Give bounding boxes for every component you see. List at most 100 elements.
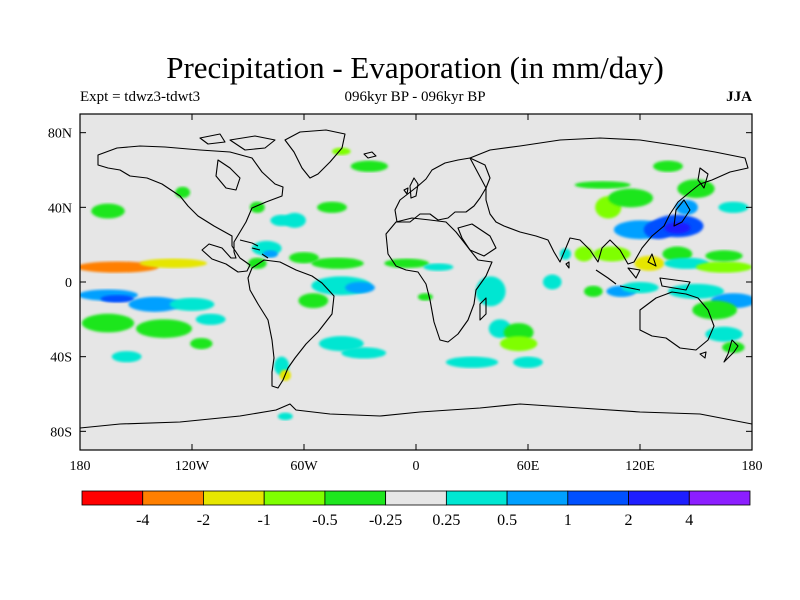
figure-title: Precipitation - Evaporation (in mm/day) — [166, 50, 664, 85]
anomaly-patch — [139, 258, 207, 269]
coastline-caribbean — [239, 239, 269, 259]
lat-tick-label: 40S — [50, 351, 72, 366]
anomaly-patch — [190, 338, 213, 350]
anomaly-patch — [248, 257, 267, 269]
lon-tick-label: 60E — [517, 459, 540, 474]
anomaly-patch — [169, 297, 215, 311]
coastline-indonesia — [595, 253, 691, 291]
lon-tick-label: 180 — [70, 459, 91, 474]
coastline-africa — [385, 217, 493, 343]
colorbar-swatch — [506, 490, 569, 506]
anomaly-patch — [593, 246, 631, 262]
anomaly-patch — [445, 356, 499, 368]
anomaly-patch — [80, 261, 159, 273]
colorbar-label: 4 — [685, 512, 693, 529]
anomaly-patch — [384, 258, 430, 269]
anomaly-patch — [621, 282, 659, 294]
anomaly-patch — [317, 201, 347, 213]
coastline-arabia — [457, 223, 497, 257]
colorbar-swatch — [203, 490, 265, 506]
coastline-kamchatka — [697, 167, 709, 189]
lon-tick-label: 0 — [413, 459, 420, 474]
lon-axis: 180 120W 60W 0 60E 120E 180 — [70, 114, 763, 474]
lat-tick-label: 80S — [50, 425, 72, 440]
colorbar-label: -0.5 — [312, 512, 337, 529]
colorbar-label: 0.25 — [432, 512, 460, 529]
colorbar-swatch — [324, 490, 387, 506]
colorbar-swatch — [81, 490, 144, 506]
colorbar-label: -4 — [136, 512, 149, 529]
anomaly-field — [80, 147, 752, 421]
anomaly-patch — [298, 293, 329, 309]
anomaly-patch — [584, 285, 603, 297]
anomaly-patch — [100, 295, 135, 303]
anomaly-patch — [664, 222, 691, 234]
anomaly-patch — [332, 147, 351, 156]
coastline-north-america — [97, 145, 284, 273]
colorbar-swatch — [142, 490, 204, 506]
colorbar: -4 -2 -1 -0.5 -0.25 0.25 0.5 1 2 4 — [81, 490, 751, 529]
colorbar-label: 1 — [564, 512, 572, 529]
season-label: JJA — [726, 89, 752, 105]
anomaly-patch — [350, 160, 389, 172]
coastline-south-america — [247, 259, 335, 389]
anomaly-patch — [722, 341, 745, 353]
anomaly-patch — [111, 351, 142, 363]
colorbar-swatch — [445, 490, 508, 506]
coastline-sri-lanka — [565, 261, 570, 269]
anomaly-patch — [574, 181, 631, 189]
colorbar-swatch — [628, 490, 690, 506]
anomaly-patch — [195, 313, 226, 325]
lon-tick-label: 120E — [625, 459, 655, 474]
lon-tick-label: 120W — [175, 459, 210, 474]
lat-tick-label: 80N — [48, 127, 72, 142]
anomaly-patch — [423, 263, 454, 271]
anomaly-patch — [289, 252, 319, 264]
colorbar-swatch — [263, 490, 326, 506]
colorbar-swatch — [688, 490, 751, 506]
lat-tick-label: 40N — [48, 201, 72, 216]
anomaly-patch — [653, 160, 683, 172]
anomaly-patch — [608, 188, 654, 208]
coastline-antarctica — [80, 403, 752, 429]
anomaly-patch — [262, 250, 278, 258]
anomaly-patch — [718, 201, 749, 213]
anomaly-patch — [345, 282, 375, 294]
anomaly-patch — [662, 246, 693, 262]
anomaly-patch — [705, 326, 743, 342]
coastline-iceland — [363, 151, 377, 159]
colorbar-label: -1 — [258, 512, 271, 529]
colorbar-label: 2 — [625, 512, 633, 529]
anomaly-patch — [318, 336, 364, 352]
colorbar-label: -0.25 — [369, 512, 402, 529]
anomaly-patch — [91, 203, 125, 219]
coastline-new-zealand — [723, 339, 739, 363]
anomaly-patch — [81, 313, 135, 333]
anomaly-patch — [692, 300, 738, 320]
lat-tick-label: 0 — [65, 276, 72, 291]
anomaly-patch — [542, 274, 562, 290]
anomaly-patch — [311, 257, 364, 269]
coastline-british-isles — [403, 177, 419, 199]
anomaly-patch — [175, 186, 191, 198]
anomaly-patch — [417, 293, 433, 301]
experiment-label: Expt = tdwz3-tdwt3 — [80, 89, 201, 105]
period-label: 096kyr BP - 096kyr BP — [344, 89, 486, 105]
coastline-japan — [673, 199, 691, 227]
colorbar-swatch — [385, 490, 447, 506]
anomaly-patch — [668, 283, 724, 299]
coastline-arctic-islands — [199, 133, 276, 151]
lon-tick-label: 60W — [290, 459, 318, 474]
map-background — [80, 114, 752, 450]
anomaly-patch — [705, 250, 743, 262]
anomaly-patch — [283, 212, 306, 228]
anomaly-patch — [128, 296, 181, 312]
anomaly-patch — [677, 179, 715, 199]
anomaly-patch — [136, 319, 192, 338]
colorbar-label: -2 — [197, 512, 210, 529]
coastline-greenland — [284, 129, 346, 179]
colorbar-label: 0.5 — [497, 512, 517, 529]
coastline-madagascar — [479, 297, 487, 321]
colorbar-swatch — [567, 490, 629, 506]
